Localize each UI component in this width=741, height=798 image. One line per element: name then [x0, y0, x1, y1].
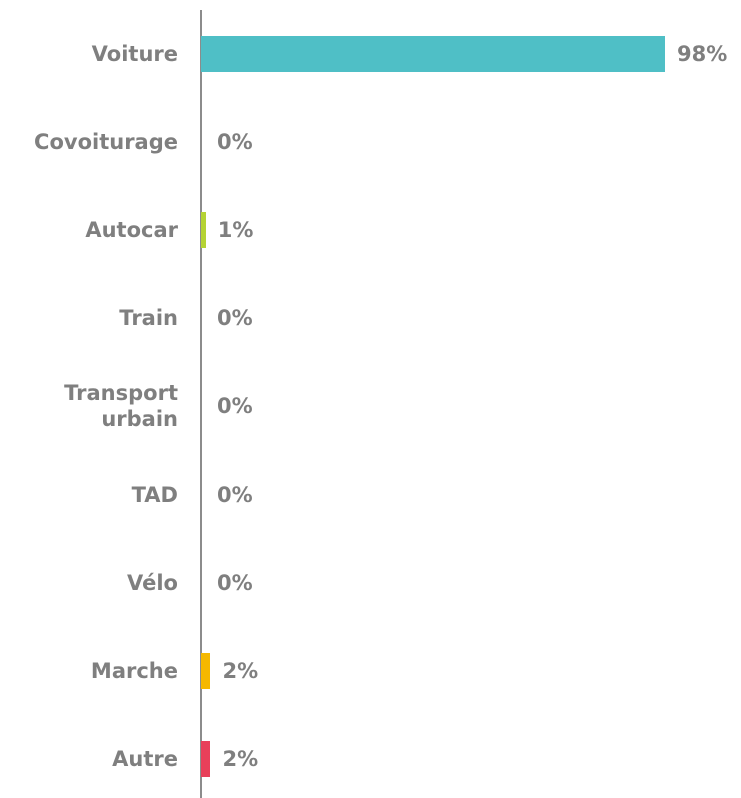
value-label: 98%: [677, 42, 728, 66]
bar: [201, 36, 666, 72]
value-label: 0%: [217, 482, 253, 507]
category-label: TAD: [131, 482, 178, 507]
value-label: 0%: [217, 130, 253, 155]
category-label: Autocar: [85, 218, 178, 243]
bar: [201, 212, 206, 249]
value-label: 1%: [217, 218, 254, 243]
value-label: 0%: [217, 570, 253, 595]
category-label: Marche: [90, 658, 178, 683]
category-label: Autre: [112, 746, 178, 771]
value-label: 0%: [217, 394, 253, 419]
category-label: Voiture: [91, 42, 178, 66]
category-label: Vélo: [127, 570, 178, 595]
category-label: Transport urbain: [64, 381, 178, 432]
bar: [201, 740, 211, 777]
value-label: 2%: [222, 746, 259, 771]
value-label: 2%: [222, 658, 259, 683]
value-label: 0%: [217, 306, 253, 331]
category-label: Train: [119, 306, 178, 331]
bar: [201, 652, 211, 689]
axis-line: [200, 10, 202, 798]
category-label: Covoiturage: [34, 130, 178, 155]
